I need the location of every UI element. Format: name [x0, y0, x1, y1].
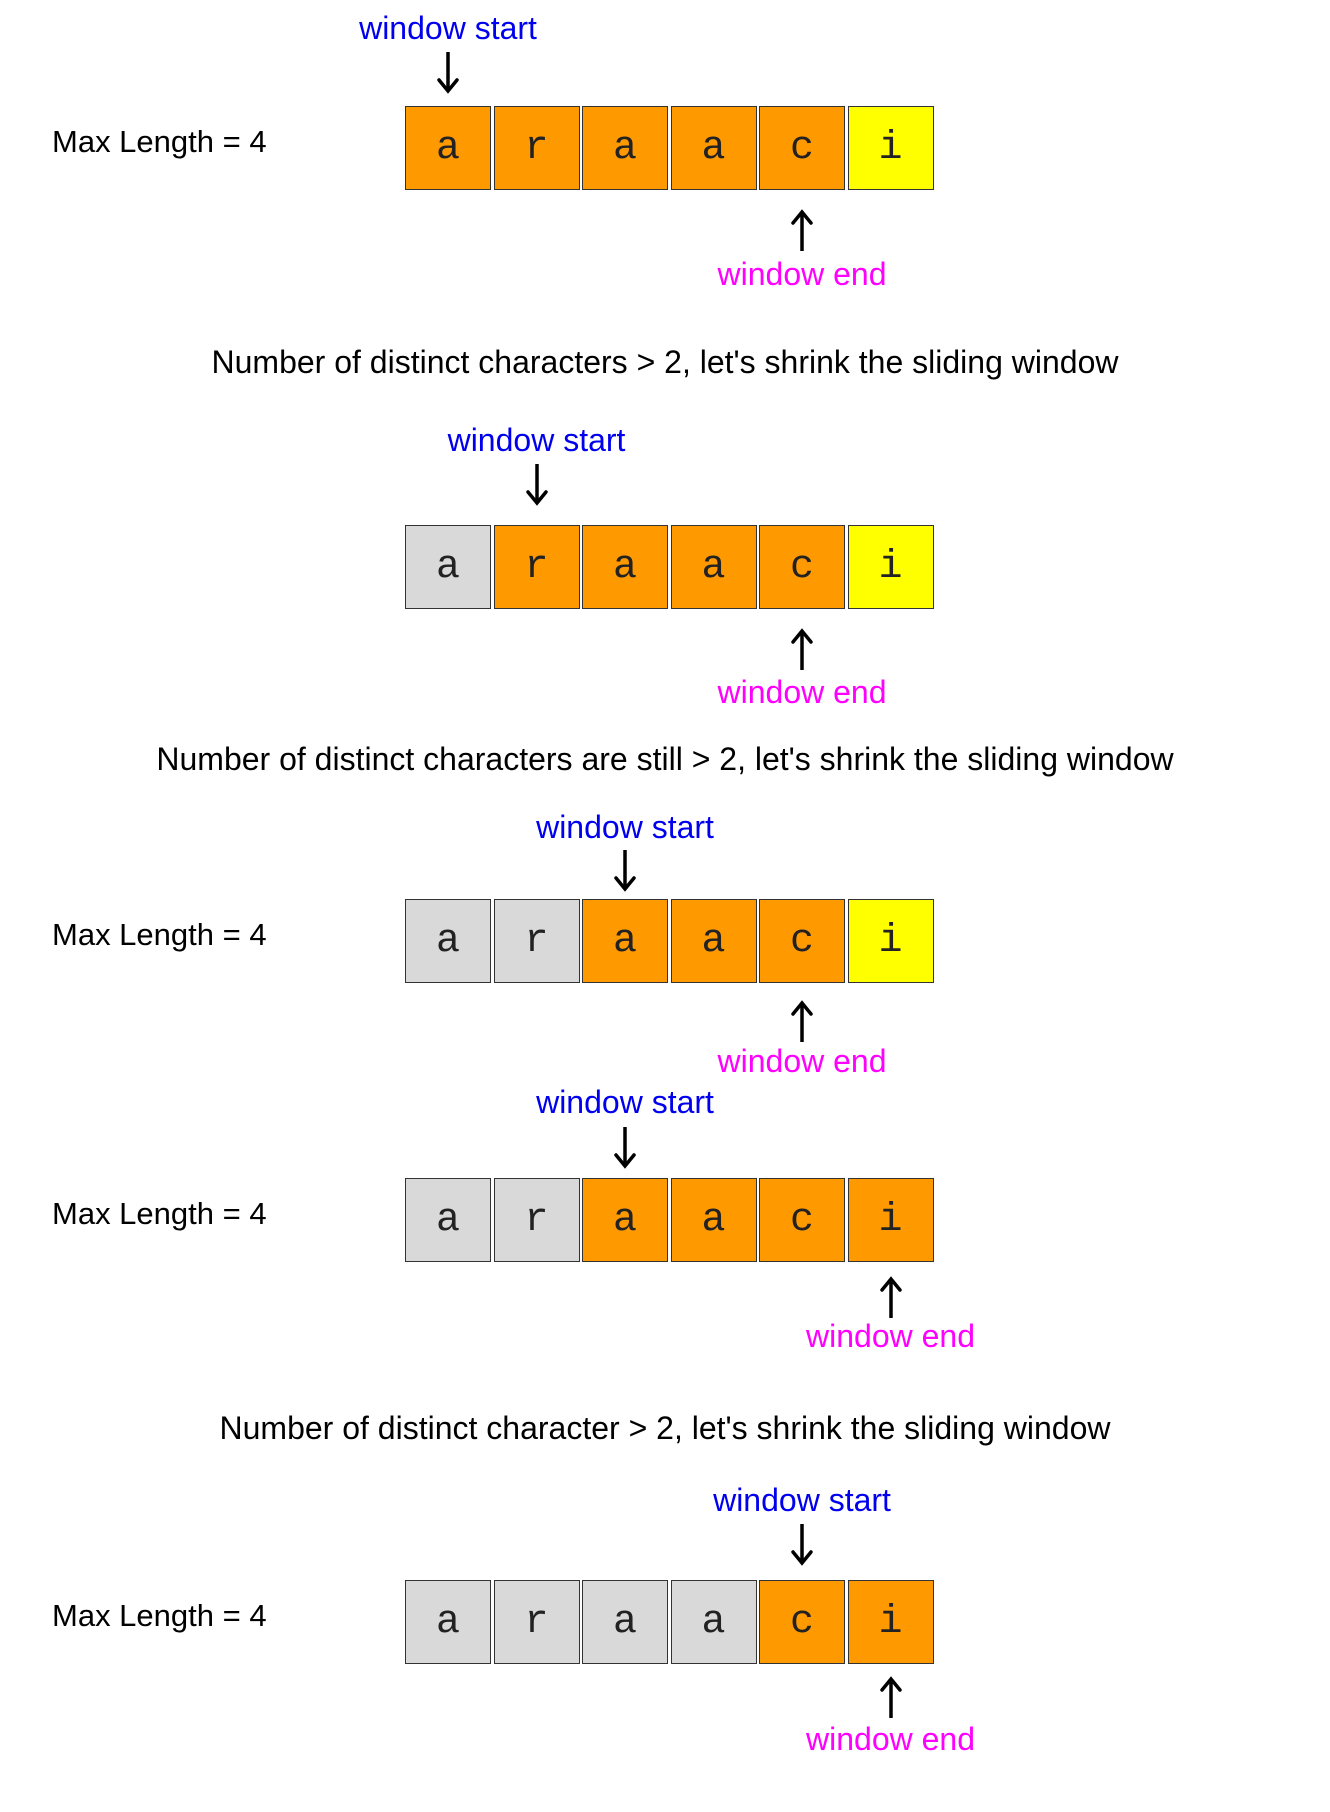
array-cell: c	[759, 1580, 845, 1664]
array-cell: c	[759, 1178, 845, 1262]
arrow-up-icon	[790, 1000, 814, 1044]
arrow-down-icon	[613, 1125, 637, 1169]
max-length-label: Max Length = 4	[52, 124, 267, 159]
array-cell: r	[493, 899, 580, 983]
window-start-label: window start	[713, 1482, 891, 1518]
window-start-label: window start	[447, 422, 626, 458]
array-cell: i	[847, 899, 934, 983]
window-start-label: window start	[536, 1084, 714, 1120]
window-end-label: window end	[806, 1721, 975, 1757]
array-cell: r	[493, 106, 580, 190]
step-note: Number of distinct characters are still …	[156, 741, 1174, 777]
array-cell: a	[670, 525, 757, 609]
max-length-label: Max Length = 4	[52, 1196, 267, 1231]
array-cell: a	[405, 899, 491, 983]
window-end-label: window end	[717, 1043, 887, 1079]
array-cell: a	[405, 525, 491, 609]
window-end-label: window end	[717, 674, 887, 710]
array-cell: r	[493, 1580, 580, 1664]
arrow-up-icon	[790, 628, 814, 672]
window-start-label: window start	[536, 809, 714, 845]
array-cell: a	[582, 1178, 668, 1262]
array-cell: c	[759, 106, 845, 190]
array-cell: a	[582, 1580, 668, 1664]
arrow-down-icon	[790, 1522, 814, 1566]
step-note: Number of distinct characters > 2, let's…	[211, 344, 1119, 380]
array-cell: a	[582, 899, 668, 983]
arrow-up-icon	[879, 1276, 903, 1320]
array-cell: c	[759, 899, 845, 983]
array-cell: i	[847, 1178, 934, 1262]
array-cell: i	[847, 1580, 934, 1664]
array-cell: a	[670, 106, 757, 190]
window-end-label: window end	[806, 1318, 975, 1354]
step-note: Number of distinct character > 2, let's …	[219, 1410, 1111, 1446]
array-cell: a	[582, 106, 668, 190]
array-cell: i	[847, 106, 934, 190]
arrow-down-icon	[436, 50, 460, 94]
max-length-label: Max Length = 4	[52, 917, 267, 952]
array-cell: a	[405, 1580, 491, 1664]
array-cell: c	[759, 525, 845, 609]
array-cell: a	[670, 899, 757, 983]
array-cell: i	[847, 525, 934, 609]
max-length-label: Max Length = 4	[52, 1598, 267, 1633]
arrow-up-icon	[879, 1676, 903, 1720]
arrow-down-icon	[525, 462, 549, 506]
array-cell: a	[405, 1178, 491, 1262]
array-cell: a	[670, 1580, 757, 1664]
window-start-label: window start	[359, 10, 537, 46]
arrow-down-icon	[613, 848, 637, 892]
array-cell: a	[670, 1178, 757, 1262]
arrow-up-icon	[790, 209, 814, 253]
array-cell: r	[493, 525, 580, 609]
array-cell: r	[493, 1178, 580, 1262]
array-cell: a	[405, 106, 491, 190]
array-cell: a	[582, 525, 668, 609]
window-end-label: window end	[717, 256, 887, 292]
